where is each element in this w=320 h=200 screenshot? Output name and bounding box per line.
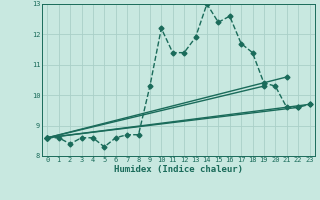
X-axis label: Humidex (Indice chaleur): Humidex (Indice chaleur) (114, 165, 243, 174)
